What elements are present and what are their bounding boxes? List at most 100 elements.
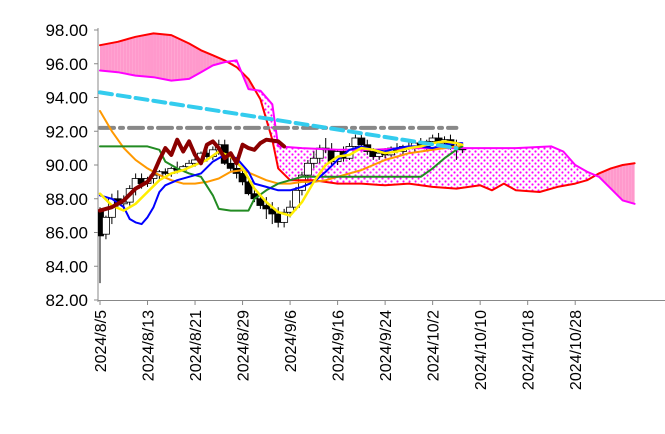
cloud-segment (168, 34, 172, 81)
cloud-segment (500, 148, 504, 186)
ma-short-line (98, 140, 464, 217)
candle-up (303, 162, 312, 176)
cloud-segment (471, 148, 475, 187)
y-tick-label: 90.00 (45, 156, 88, 175)
cloud-segment (189, 43, 193, 79)
x-tick-label: 2024/9/16 (331, 310, 348, 381)
cloud-segment (497, 148, 501, 187)
cloud-segment (569, 158, 573, 185)
cloud-segment (527, 147, 531, 192)
cloud-segment (604, 169, 608, 186)
cloud-segment (186, 42, 190, 80)
y-tick-label: 92.00 (45, 122, 88, 141)
cloud-segment (607, 168, 611, 189)
cloud-segment (509, 148, 513, 189)
cloud-segment (132, 36, 136, 76)
cloud-segment (361, 149, 365, 184)
cloud-segment (462, 148, 466, 188)
cloud-segment (447, 148, 451, 189)
cloud-segment (557, 148, 561, 187)
cloud-segment (126, 38, 130, 75)
cloud-segment (625, 164, 629, 203)
cloud-segment (613, 166, 617, 195)
candle-up (309, 157, 318, 164)
cloud-segment (486, 148, 490, 190)
cloud-segment (174, 36, 178, 81)
cloud-segment (453, 148, 457, 189)
cloud-segment (108, 42, 112, 72)
cloud-segment (435, 148, 439, 188)
cloud-segment (450, 148, 454, 189)
cloud-segment (209, 54, 213, 68)
cloud-segment (631, 163, 635, 204)
cloud-segment (203, 51, 207, 71)
cloud-segment (263, 94, 267, 120)
cloud-segment (177, 37, 181, 81)
x-tick-label: 2024/9/24 (378, 310, 395, 381)
cloud-segment (298, 147, 302, 181)
cloud-segment (616, 165, 620, 198)
y-tick-label: 94.00 (45, 89, 88, 108)
cloud-segment (156, 33, 160, 79)
candle-up (102, 216, 110, 235)
y-tick-label: 96.00 (45, 55, 88, 74)
cloud-segment (183, 40, 187, 80)
ma-mid-line (99, 110, 464, 185)
cloud-segment (120, 40, 124, 74)
cloud-segment (515, 147, 519, 191)
cloud-segment (545, 146, 549, 191)
cloud-segment (138, 35, 142, 77)
cloud-segment (438, 148, 442, 188)
senkou-a-line (99, 32, 636, 193)
cloud-segment (111, 42, 115, 72)
cloud-segment (405, 148, 409, 184)
cloud-segment (144, 34, 148, 77)
cloud-segment (408, 148, 412, 184)
cloud-segment (465, 148, 469, 188)
cloud-segment (102, 44, 106, 72)
cloud-segment (474, 148, 478, 187)
cloud-segment (159, 33, 163, 79)
cloud-segment (287, 147, 291, 181)
candle-down (238, 173, 247, 183)
x-tick-label: 2024/8/13 (141, 310, 158, 381)
cloud-segment (554, 147, 558, 188)
cloud-segment (114, 41, 118, 73)
cloud-segment (578, 166, 582, 183)
cloud-segment (399, 148, 403, 185)
cloud-segment (619, 165, 623, 201)
candle-down (262, 205, 271, 210)
cloud-segment (468, 148, 472, 187)
cloud-segment (206, 52, 210, 69)
x-tick-label: 2024/8/5 (93, 310, 110, 372)
cloud-segment (200, 50, 204, 73)
cloud-segment (521, 147, 525, 191)
cloud-segment (441, 148, 445, 188)
candle-down (244, 181, 253, 195)
cloud-segment (536, 147, 540, 192)
y-tick-label: 88.00 (45, 190, 88, 209)
cloud-segment (575, 165, 579, 184)
cloud-segment (417, 148, 421, 186)
candle-down (226, 162, 235, 169)
trend-long-line (98, 90, 459, 151)
cloud-segment (284, 146, 288, 178)
cloud-segment (610, 167, 614, 192)
candle-up (280, 211, 289, 223)
cloud-segment (153, 33, 157, 78)
cloud-segment (129, 37, 133, 75)
cloud-segment (147, 33, 151, 77)
cloud-segment (444, 148, 448, 188)
cloud-segment (180, 39, 184, 80)
x-tick-label: 2024/8/21 (188, 310, 205, 381)
cloud-segment (572, 161, 576, 185)
y-tick-label: 86.00 (45, 224, 88, 243)
cloud-segment (512, 148, 516, 191)
cloud-segment (293, 147, 297, 181)
cloud-segment (402, 148, 406, 184)
cloud-segment (459, 148, 463, 189)
cloud-segment (503, 148, 507, 186)
cloud-segment (192, 45, 196, 78)
cloud-segment (548, 146, 552, 190)
